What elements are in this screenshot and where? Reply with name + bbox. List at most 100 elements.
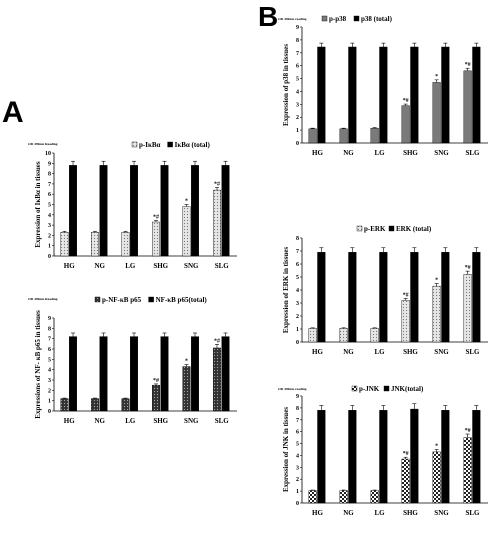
significance-mark: *# bbox=[403, 451, 409, 457]
bar-p38 (total) bbox=[379, 46, 388, 144]
bar-p-NF-κB p65 bbox=[60, 398, 69, 412]
od-reading-label: OD 490nm Reading bbox=[28, 142, 58, 146]
significance-mark: * bbox=[185, 359, 188, 365]
y-tick-label: 5 bbox=[296, 442, 299, 448]
x-tick-label: NG bbox=[95, 417, 106, 425]
y-tick-label: 6 bbox=[296, 430, 299, 436]
y-tick-label: 2 bbox=[296, 477, 299, 483]
significance-mark: *# bbox=[153, 378, 159, 384]
significance-mark: *# bbox=[465, 62, 471, 68]
x-tick-label: SHG bbox=[403, 348, 418, 356]
y-tick-label: 0 bbox=[48, 409, 51, 415]
panel-letter-b: B bbox=[258, 1, 278, 32]
bar-JNK(total) bbox=[379, 410, 388, 504]
bar-NF-κB p65(total) bbox=[130, 336, 138, 412]
y-tick-label: 1 bbox=[296, 327, 299, 333]
bar-p38 (total) bbox=[348, 46, 357, 144]
x-tick-label: LG bbox=[374, 149, 385, 157]
y-tick-label: 4 bbox=[48, 368, 51, 374]
legend-swatch bbox=[94, 296, 101, 303]
y-tick-label: 6 bbox=[296, 64, 299, 70]
y-tick-label: 2 bbox=[48, 388, 51, 394]
bar-p-NF-κB p65 bbox=[182, 366, 191, 412]
y-tick-label: 8 bbox=[48, 172, 51, 178]
x-tick-label: HG bbox=[312, 149, 323, 157]
od-reading-label: OD 490nm reading bbox=[278, 387, 307, 391]
bar-ERK (total) bbox=[410, 252, 419, 343]
bar-p-JNK bbox=[401, 458, 410, 504]
y-axis-label: Expression of IκBα in tissues bbox=[34, 161, 42, 248]
bar-ERK (total) bbox=[348, 252, 357, 343]
legend-label: p-p38 bbox=[329, 15, 347, 23]
legend-label: p38 (total) bbox=[361, 15, 393, 23]
x-tick-label: NG bbox=[343, 509, 354, 517]
bar-NF-κB p65(total) bbox=[221, 336, 230, 412]
legend-swatch bbox=[383, 385, 390, 392]
x-tick-label: SNG bbox=[434, 149, 449, 157]
significance-mark: * bbox=[435, 74, 438, 80]
bar-p-IκBα bbox=[121, 232, 130, 257]
bar-p-IκBα bbox=[152, 221, 160, 257]
y-tick-label: 7 bbox=[296, 418, 299, 424]
bar-ERK (total) bbox=[472, 252, 481, 343]
y-tick-label: 4 bbox=[48, 213, 51, 219]
legend-label: IκBα (total) bbox=[175, 141, 211, 149]
x-tick-label: SHG bbox=[153, 417, 168, 425]
y-tick-label: 2 bbox=[296, 115, 299, 121]
bar-p38 (total) bbox=[410, 46, 419, 144]
y-tick-label: 7 bbox=[296, 249, 299, 255]
bar-p-p38 bbox=[463, 70, 472, 144]
significance-mark: *# bbox=[403, 292, 409, 298]
bar-p-p38 bbox=[401, 105, 410, 144]
y-tick-label: 8 bbox=[296, 38, 299, 44]
bar-p-JNK bbox=[308, 490, 317, 504]
x-tick-label: HG bbox=[64, 417, 75, 425]
y-axis-label: Expression of JNK in tissues bbox=[282, 407, 290, 492]
bar-p-JNK bbox=[339, 490, 348, 504]
y-tick-label: 3 bbox=[48, 378, 51, 384]
y-tick-label: 0 bbox=[296, 340, 299, 346]
y-tick-label: 0 bbox=[296, 141, 299, 147]
x-tick-label: HG bbox=[312, 348, 323, 356]
y-tick-label: 1 bbox=[48, 399, 51, 405]
legend-swatch bbox=[321, 15, 328, 22]
x-tick-label: SHG bbox=[153, 262, 168, 270]
y-tick-label: 3 bbox=[296, 102, 299, 108]
legend-label: JNK(total) bbox=[391, 385, 424, 393]
significance-mark: * bbox=[435, 444, 438, 450]
legend-swatch bbox=[351, 385, 358, 392]
x-tick-label: LG bbox=[125, 262, 136, 270]
legend-swatch bbox=[356, 225, 363, 232]
y-tick-label: 5 bbox=[48, 203, 51, 209]
bar-p-ERK bbox=[339, 328, 348, 343]
y-tick-label: 4 bbox=[296, 453, 299, 459]
y-tick-label: 3 bbox=[296, 301, 299, 307]
bar-p-IκBα bbox=[213, 189, 221, 257]
significance-mark: *# bbox=[403, 98, 409, 104]
y-axis-label: Expression of p38 in tissues bbox=[282, 44, 290, 126]
x-tick-label: SNG bbox=[434, 348, 449, 356]
bar-p-IκBα bbox=[60, 232, 69, 257]
x-tick-label: SNG bbox=[434, 509, 449, 517]
bar-ERK (total) bbox=[317, 252, 326, 343]
y-tick-label: 9 bbox=[48, 161, 51, 167]
y-tick-label: 3 bbox=[296, 465, 299, 471]
y-tick-label: 9 bbox=[296, 25, 299, 31]
x-tick-label: NG bbox=[343, 348, 354, 356]
bar-p-ERK bbox=[308, 328, 317, 343]
od-reading-label: OD 490nm reading bbox=[278, 17, 307, 21]
y-tick-label: 6 bbox=[48, 192, 51, 198]
significance-mark: *# bbox=[214, 182, 220, 188]
bar-NF-κB p65(total) bbox=[191, 336, 199, 412]
bar-p-NF-κB p65 bbox=[121, 398, 130, 412]
x-tick-label: SHG bbox=[403, 509, 418, 517]
x-tick-label: LG bbox=[374, 509, 385, 517]
od-reading-label: OD 490nm Reading bbox=[28, 297, 58, 301]
significance-mark: *# bbox=[465, 428, 471, 434]
legend-label: p-ERK bbox=[364, 225, 386, 233]
bar-p38 (total) bbox=[441, 46, 450, 144]
bar-NF-κB p65(total) bbox=[160, 336, 169, 412]
x-tick-label: LG bbox=[125, 417, 136, 425]
y-tick-label: 9 bbox=[48, 316, 51, 322]
